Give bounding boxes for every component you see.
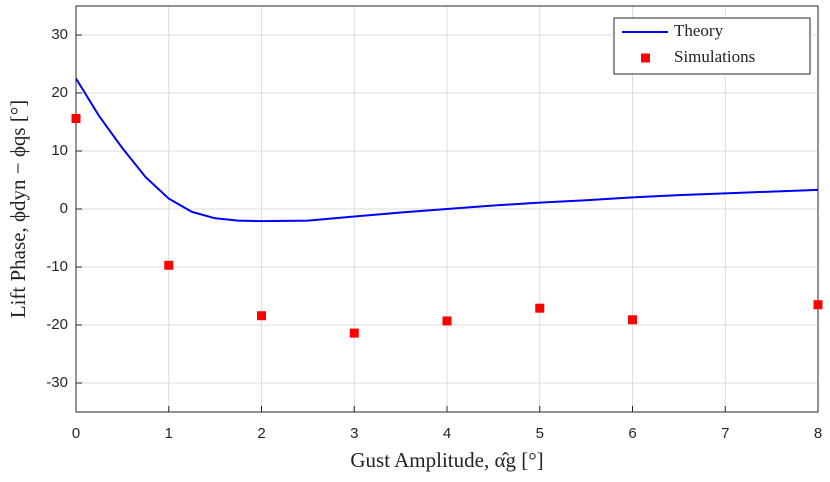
- x-tick-label: 2: [257, 425, 265, 442]
- y-tick-label: 20: [51, 84, 68, 101]
- x-tick-label: 3: [350, 425, 358, 442]
- y-tick-label: -20: [46, 316, 68, 333]
- simulation-marker: [442, 316, 452, 326]
- x-tick-label: 0: [72, 425, 80, 442]
- x-tick-label: 8: [814, 425, 822, 442]
- legend: Theory Simulations: [613, 17, 811, 75]
- y-tick-label: -10: [46, 258, 68, 275]
- y-tick-label: 10: [51, 142, 68, 159]
- legend-marker: [641, 53, 650, 63]
- simulation-marker: [164, 260, 174, 270]
- x-axis-label: Gust Amplitude, α̂g [°]: [350, 448, 543, 472]
- legend-label: Theory: [674, 21, 724, 40]
- plot-frame: [75, 5, 819, 413]
- legend-label: Simulations: [674, 47, 755, 66]
- simulation-marker: [628, 315, 637, 325]
- simulation-marker: [349, 328, 359, 338]
- theory-line: [75, 77, 819, 223]
- x-tick-label: 6: [628, 425, 636, 442]
- x-tick-label: 1: [165, 425, 173, 442]
- y-tick-label: 0: [60, 200, 68, 217]
- x-tick-label: 5: [536, 425, 544, 442]
- simulation-marker: [535, 303, 545, 313]
- y-tick-label: 30: [51, 26, 68, 43]
- x-tick-label: 7: [721, 425, 729, 442]
- legend-box: [613, 17, 811, 75]
- simulation-marker: [257, 311, 266, 321]
- y-axis-label: Lift Phase, ϕdyn − ϕqs [°]: [6, 100, 30, 319]
- simulation-marker: [813, 300, 823, 310]
- simulation-marker: [71, 114, 81, 124]
- y-tick-label: -30: [46, 374, 68, 391]
- x-tick-label: 4: [443, 425, 451, 442]
